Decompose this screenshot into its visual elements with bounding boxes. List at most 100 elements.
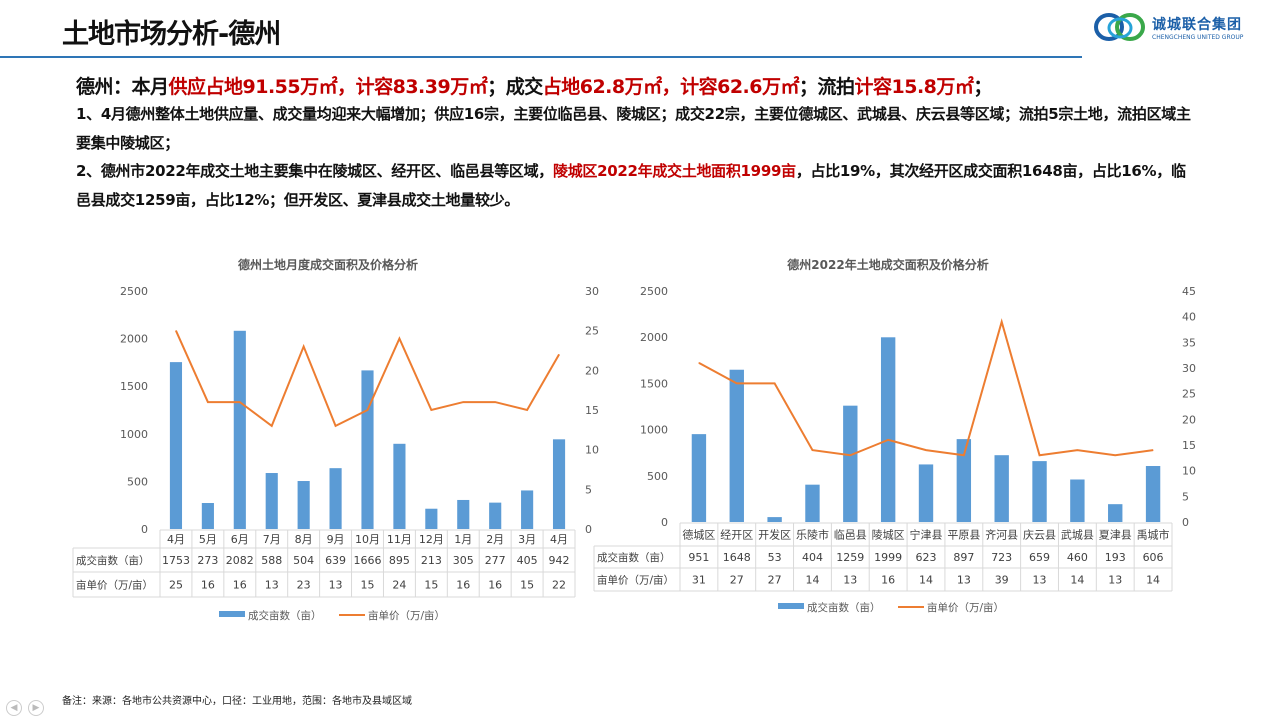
logo-name: 诚城联合集团 — [1152, 16, 1242, 33]
table-cell-area: 193 — [1105, 551, 1126, 564]
bar — [521, 490, 534, 529]
line-point — [462, 401, 464, 403]
table-cell-price: 13 — [957, 574, 971, 587]
x-tick-label: 4月 — [550, 533, 568, 546]
para-highlight: 陵城区2022年成交土地面积1999亩 — [553, 162, 796, 180]
y2-tick-label: 0 — [1182, 516, 1189, 529]
table-cell-area: 1259 — [836, 551, 864, 564]
y2-tick-label: 25 — [585, 325, 599, 338]
table-cell-area: 951 — [688, 551, 709, 564]
bar — [489, 502, 502, 529]
prev-icon[interactable]: ◀ — [6, 700, 22, 716]
legend-label: 亩单价（万/亩） — [368, 609, 445, 622]
y-tick-label: 1500 — [640, 377, 668, 390]
line-point — [175, 330, 177, 332]
bar — [1145, 466, 1161, 522]
table-cell-price: 15 — [520, 579, 534, 592]
table-cell-area: 405 — [517, 554, 538, 567]
y-tick-label: 500 — [127, 475, 148, 488]
next-icon[interactable]: ▶ — [28, 700, 44, 716]
x-tick-label: 禹城市 — [1137, 528, 1170, 542]
bar — [1108, 504, 1123, 522]
table-cell-price: 15 — [361, 579, 375, 592]
bar — [1070, 479, 1085, 522]
x-tick-label: 武城县 — [1061, 529, 1094, 542]
table-cell-price: 13 — [1033, 574, 1047, 587]
logo: 诚城联合集团 CHENGCHENG UNITED GROUP — [1092, 12, 1243, 42]
table-cell-area: 53 — [768, 551, 782, 564]
y-tick-label: 1000 — [640, 424, 668, 437]
line-point — [1114, 454, 1116, 456]
table-cell-price: 24 — [392, 579, 406, 592]
table-cell-price: 15 — [424, 579, 438, 592]
table-cell-area: 1648 — [723, 551, 751, 564]
table-cell-price: 16 — [201, 579, 215, 592]
summary-text: ；成交 — [487, 76, 543, 98]
y-tick-label: 0 — [661, 516, 668, 529]
table-row-label: 成交亩数（亩） — [76, 554, 150, 567]
summary-line: 德州：本月供应占地91.55万㎡，计容83.39万㎡；成交占地62.8万㎡，计容… — [76, 72, 992, 99]
table-cell-area: 277 — [485, 554, 506, 567]
bar — [425, 508, 438, 529]
x-tick-label: 8月 — [295, 533, 313, 546]
bar — [729, 369, 744, 522]
x-tick-label: 9月 — [327, 533, 345, 546]
bar — [329, 468, 342, 529]
x-tick-label: 5月 — [199, 533, 217, 546]
y-tick-label: 2500 — [640, 285, 668, 298]
y-tick-label: 500 — [647, 470, 668, 483]
bar — [361, 370, 374, 529]
table-cell-area: 305 — [453, 554, 474, 567]
line-point — [736, 382, 738, 384]
slide-nav[interactable]: ◀ ▶ — [6, 700, 44, 716]
x-tick-label: 11月 — [387, 533, 412, 546]
table-cell-area: 2082 — [226, 554, 254, 567]
table-cell-price: 25 — [169, 579, 183, 592]
logo-rings-icon — [1092, 12, 1148, 42]
y2-tick-label: 20 — [585, 364, 599, 377]
y2-tick-label: 25 — [1182, 388, 1196, 401]
bar — [918, 464, 934, 522]
bar — [691, 434, 707, 522]
x-tick-label: 庆云县 — [1023, 528, 1056, 542]
line-point — [963, 454, 965, 456]
x-tick-label: 6月 — [231, 533, 249, 546]
table-cell-price: 16 — [488, 579, 502, 592]
summary-text: ； — [973, 76, 992, 98]
line-point — [811, 449, 813, 451]
y2-tick-label: 10 — [1182, 465, 1196, 478]
bar — [233, 330, 246, 529]
line-point — [335, 425, 337, 427]
price-line — [698, 318, 1154, 457]
paragraph-2: 2、德州市2022年成交土地主要集中在陵城区、经开区、临邑县等区域，陵城区202… — [76, 157, 1196, 215]
x-tick-label: 12月 — [419, 533, 444, 546]
y2-tick-label: 30 — [1182, 362, 1196, 375]
table-cell-area: 606 — [1143, 551, 1164, 564]
table-cell-price: 13 — [265, 579, 279, 592]
bar — [457, 499, 470, 529]
table-cell-area: 213 — [421, 554, 442, 567]
logo-name-en: CHENGCHENG UNITED GROUP — [1152, 33, 1244, 41]
bar — [956, 439, 972, 522]
para-text: ，占比19%，其次经开区成交面积1648亩，占比16%，临邑县成交1259亩，占… — [76, 162, 1186, 209]
line-point — [849, 454, 851, 456]
y2-tick-label: 15 — [585, 404, 599, 417]
bar — [201, 503, 214, 529]
table-row-label: 成交亩数（亩） — [597, 551, 671, 564]
x-tick-label: 7月 — [263, 533, 281, 546]
x-tick-label: 经开区 — [720, 529, 753, 542]
line-point — [887, 439, 889, 441]
bar — [297, 481, 310, 529]
table-cell-area: 723 — [991, 551, 1012, 564]
line-point — [1001, 321, 1003, 323]
y-tick-label: 1500 — [120, 380, 148, 393]
line-point — [774, 382, 776, 384]
title-divider — [0, 56, 1082, 58]
x-tick-label: 宁津县 — [910, 528, 943, 542]
x-tick-label: 3月 — [518, 533, 536, 546]
bar — [767, 517, 782, 522]
y2-tick-label: 35 — [1182, 336, 1196, 349]
y-tick-label: 0 — [141, 523, 148, 536]
x-tick-label: 开发区 — [758, 528, 791, 542]
legend-label: 成交亩数（亩） — [807, 601, 881, 614]
